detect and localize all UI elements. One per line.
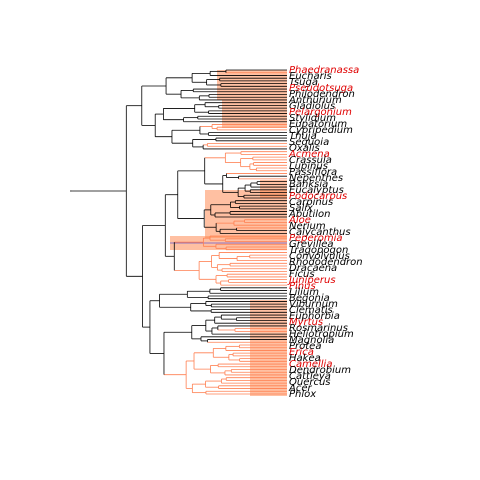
tip-label: Cypripedium (289, 125, 353, 136)
tip-label: Crassula (289, 155, 332, 166)
tip-label: Philodendron (289, 89, 355, 100)
tip-label: Phaedranassa (289, 65, 359, 76)
tip-label: Calycanthus (289, 227, 351, 238)
tip-label-layer: PhaedranassaEucharisTsugaPseudotsugaPhil… (287, 65, 363, 400)
tip-label: Grevillea (289, 239, 334, 250)
tip-label: Podocarpus (289, 191, 347, 202)
tip-label: Gladiolus (289, 101, 335, 112)
tip-label: Acer (288, 383, 312, 394)
tip-label: Acmena (288, 149, 330, 160)
tip-label: Magnolia (289, 335, 334, 346)
tip-label: Euphorbia (289, 311, 340, 322)
tip-label: Hakea (289, 353, 321, 364)
tip-label: Eucharis (289, 71, 332, 82)
tip-label: Nepenthes (289, 173, 343, 184)
tip-label: Carpinus (289, 197, 333, 208)
tip-label: Lupinus (289, 161, 328, 172)
branch-layer (70, 69, 287, 395)
tip-label: Dendrobium (289, 365, 351, 376)
tip-label: Eucalyptus (289, 185, 344, 196)
tip-label: Phlox (289, 389, 316, 400)
tip-label: Abutilon (288, 209, 330, 220)
tip-label: Pinus (289, 281, 316, 292)
tip-label: Quercus (289, 377, 331, 388)
tip-label: Cattleya (289, 371, 331, 382)
tip-label: Camellia (289, 359, 332, 370)
tip-label: Pseudotsuga (289, 83, 353, 94)
tip-label: Peperomia (289, 233, 343, 244)
tip-label: Heliotropium (289, 329, 354, 340)
tip-label: Dracaena (289, 263, 337, 274)
highlight-block (222, 100, 287, 128)
tip-label: Ficus (289, 269, 315, 280)
tip-label: Rosmarinus (289, 323, 348, 334)
highlight-block (217, 70, 287, 100)
tip-label: Tragopogon (289, 245, 348, 256)
tip-label: Viburnum (289, 299, 338, 310)
tip-label: Banksia (289, 179, 328, 190)
tip-label: Juniperus (287, 275, 336, 286)
tip-label: Anthurium (288, 95, 342, 106)
tip-label: Sequoia (289, 137, 329, 148)
tip-label: Begonia (289, 293, 330, 304)
tip-label: Eupatorium (289, 119, 347, 130)
tip-label: Passiflora (289, 167, 337, 178)
tip-label: Thuja (289, 131, 317, 142)
tip-label: Convolvulus (289, 251, 350, 262)
tip-label: Aloe (288, 215, 311, 226)
tip-label: Lilium (289, 287, 319, 298)
tip-label: Pelargonium (289, 107, 352, 118)
tip-label: Myrtus (289, 317, 323, 328)
tip-label: Protea (289, 341, 321, 352)
tip-label: Salix (289, 203, 313, 214)
tip-label: Erica (289, 347, 314, 358)
tip-label: Tsuga (289, 77, 318, 88)
tip-label: Rhododendron (289, 257, 363, 268)
tip-label: Clematis (289, 305, 333, 316)
tip-label: Stylidium (289, 113, 336, 124)
tip-label: Oxalis (289, 143, 320, 154)
tip-label: Nerium (289, 221, 326, 232)
